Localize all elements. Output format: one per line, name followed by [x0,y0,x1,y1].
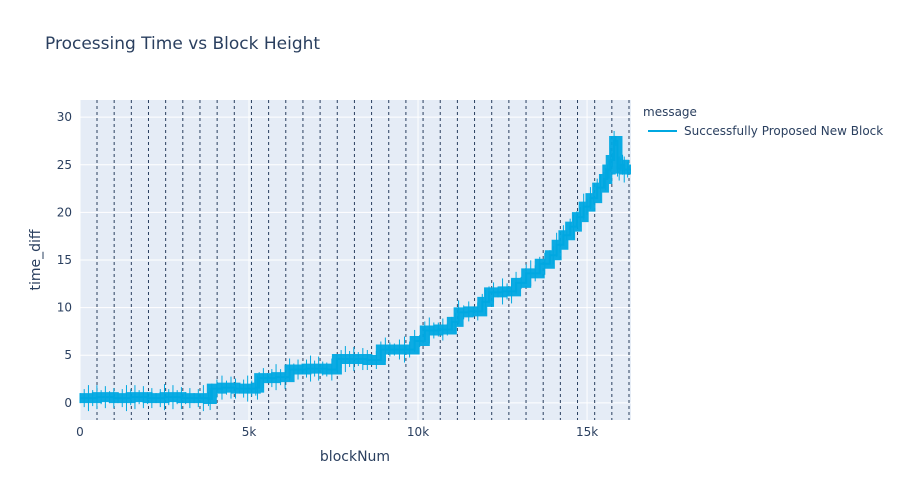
x-axis-title: blockNum [320,449,390,465]
y-tick-label: 25 [57,158,72,172]
x-tick-label: 10k [407,425,429,439]
y-tick-labels: 0 5 10 15 20 25 30 [57,110,72,410]
y-tick-label: 20 [57,205,72,219]
series-line [80,139,631,401]
x-tick-label: 15k [576,425,598,439]
y-tick-label: 0 [64,396,72,410]
y-grid [79,100,631,420]
series-group [79,130,631,412]
y-tick-label: 15 [57,253,72,267]
legend[interactable]: message Successfully Proposed New Block [643,105,883,138]
legend-title: message [643,105,697,119]
chart-title: Processing Time vs Block Height [45,34,321,54]
legend-item-label: Successfully Proposed New Block [684,124,883,138]
x-tick-labels: 0 5k 10k 15k [76,425,598,439]
y-axis-title: time_diff [28,229,44,290]
x-tick-label: 5k [242,425,257,439]
y-tick-label: 30 [57,110,72,124]
y-tick-label: 5 [64,348,72,362]
x-tick-label: 0 [76,425,84,439]
y-tick-label: 10 [57,301,72,315]
